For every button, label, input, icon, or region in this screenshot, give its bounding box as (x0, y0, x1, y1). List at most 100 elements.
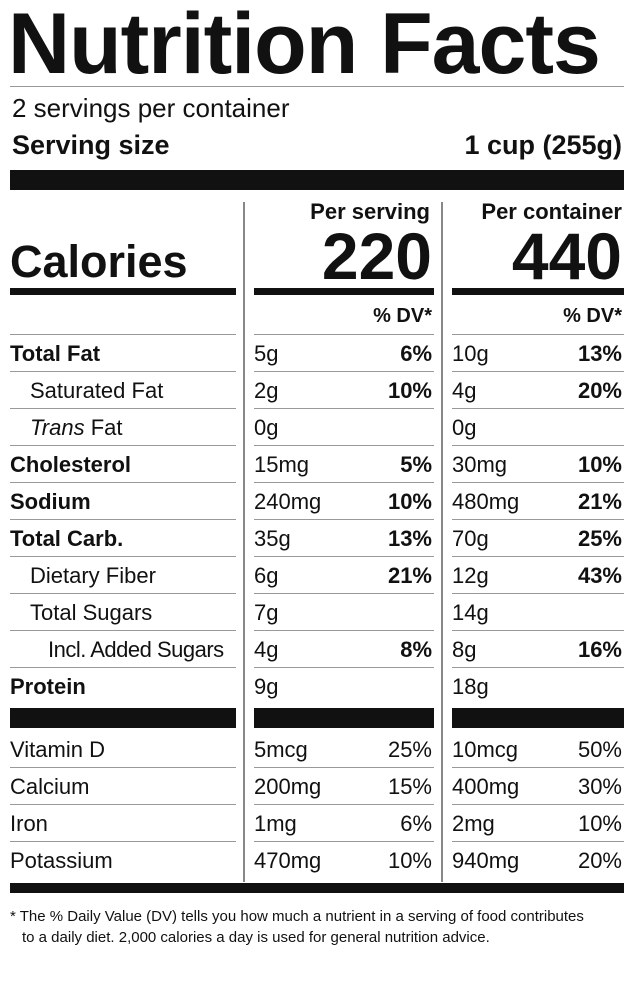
amount: 470mg (254, 848, 322, 873)
amount: 240mg (254, 489, 322, 514)
thick-bar (10, 883, 624, 893)
amount: 12g (452, 563, 489, 588)
nutrient-name: Potassium (10, 842, 113, 879)
serving-size-label: Serving size (12, 130, 170, 160)
amount: 8g (452, 637, 477, 662)
calories-bar (452, 288, 624, 295)
nutrient-name-text: Iron (10, 811, 48, 836)
daily-value: 50% (577, 737, 622, 762)
daily-value: 20% (577, 378, 622, 403)
amount: 70g (452, 526, 489, 551)
daily-value: 15% (387, 774, 432, 799)
daily-value: 5% (400, 452, 432, 477)
row-rule (254, 445, 434, 446)
nutrient-name-text: Dietary Fiber (30, 563, 156, 588)
row-rule (452, 445, 624, 446)
nutrient-name: Dietary Fiber (30, 557, 156, 594)
row-rule (452, 334, 624, 335)
daily-value: 8% (400, 637, 432, 662)
row-rule (254, 519, 434, 520)
row-rule (452, 804, 624, 805)
nutrient-name: Saturated Fat (30, 372, 163, 409)
amount: 200mg (254, 774, 322, 799)
row-rule (254, 630, 434, 631)
row-rule (254, 408, 434, 409)
calories-bar (10, 288, 236, 295)
amount: 30mg (452, 452, 508, 477)
amount: 0g (452, 415, 477, 440)
nutrient-name-text: Vitamin D (10, 737, 105, 762)
nutrient-name: Total Fat (10, 335, 100, 372)
amount: 4g (254, 637, 279, 662)
nutrient-name: Incl. Added Sugars (48, 631, 224, 668)
section-bar (452, 708, 624, 728)
nutrient-name-text: Incl. Added Sugars (48, 637, 224, 662)
row-rule (254, 482, 434, 483)
calories-label: Calories (10, 236, 188, 287)
servings: 2 servings per container (12, 93, 290, 123)
row-rule (452, 371, 624, 372)
row-rule (452, 593, 624, 594)
row-rule (254, 593, 434, 594)
row-rule (452, 841, 624, 842)
row-rule (254, 804, 434, 805)
amount: 400mg (452, 774, 520, 799)
nutrient-name: Calcium (10, 768, 89, 805)
amount: 940mg (452, 848, 520, 873)
amount: 2mg (452, 811, 495, 836)
amount: 0g (254, 415, 279, 440)
amount: 4g (452, 378, 477, 403)
amount: 2g (254, 378, 279, 403)
column-header: Per container (481, 199, 622, 224)
row-rule (452, 519, 624, 520)
daily-value: 25% (577, 526, 622, 551)
row-rule (10, 667, 236, 668)
row-rule (254, 841, 434, 842)
nutrient-name-text: Total Sugars (30, 600, 153, 625)
daily-value: 6% (400, 811, 432, 836)
column-divider (441, 202, 443, 882)
daily-value: 16% (577, 637, 622, 662)
nutrient-name: Iron (10, 805, 48, 842)
nutrient-name-text: Total Fat (10, 341, 101, 366)
row-rule (10, 630, 236, 631)
nutrient-name: Total Sugars (30, 594, 152, 631)
row-rule (10, 408, 236, 409)
column-header: Per serving (310, 199, 430, 224)
daily-value: 10% (387, 489, 432, 514)
column-divider (243, 202, 245, 882)
title: Nutrition Facts (8, 0, 601, 92)
amount: 14g (452, 600, 489, 625)
amount: 18g (452, 674, 489, 699)
row-rule (10, 841, 236, 842)
nutrient-name: Vitamin D (10, 731, 105, 768)
daily-value: 10% (577, 452, 622, 477)
rule (10, 86, 624, 87)
amount: 480mg (452, 489, 520, 514)
nutrient-name-text: Potassium (10, 848, 113, 873)
amount: 35g (254, 526, 291, 551)
daily-value: 30% (577, 774, 622, 799)
row-rule (10, 334, 236, 335)
row-rule (452, 630, 624, 631)
nutrient-name: Trans Fat (30, 409, 123, 446)
amount: 6g (254, 563, 279, 588)
row-rule (254, 334, 434, 335)
nutrient-name: Total Carb. (10, 520, 123, 557)
daily-value: 25% (387, 737, 432, 762)
row-rule (10, 556, 236, 557)
calories-value: 440 (511, 219, 622, 293)
dv-header: % DV* (563, 305, 622, 327)
daily-value: 13% (387, 526, 432, 551)
row-rule (254, 556, 434, 557)
daily-value: 21% (387, 563, 432, 588)
row-rule (254, 667, 434, 668)
row-rule (10, 767, 236, 768)
section-bar (10, 708, 236, 728)
nutrient-name-text: Calcium (10, 774, 90, 799)
nutrient-name: Cholesterol (10, 446, 131, 483)
row-rule (452, 408, 624, 409)
nutrient-name: Sodium (10, 483, 91, 520)
row-rule (10, 519, 236, 520)
